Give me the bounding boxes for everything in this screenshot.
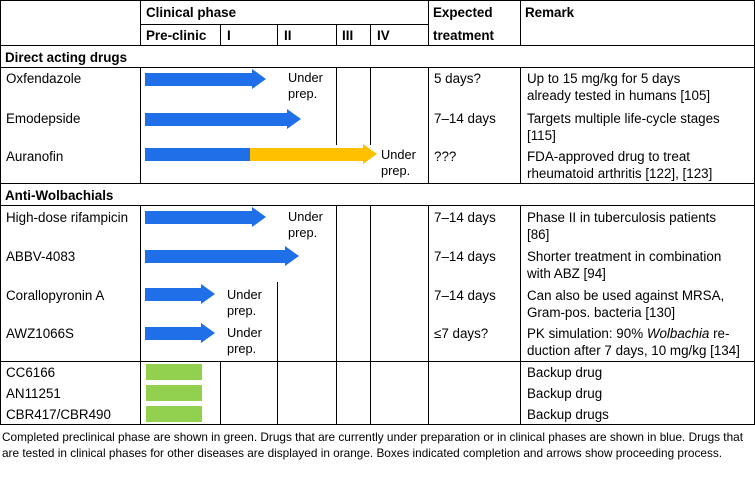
rule-col-expected-direct: [428, 67, 429, 184]
drug-name-an11251: AN11251: [6, 386, 61, 401]
status-corallopyronin-a-1: Under: [227, 287, 262, 302]
rule-col-expected-wolbachia: [428, 205, 429, 425]
header-expected: Expected: [433, 5, 493, 20]
remark-auranofin-2: rheumatoid arthritis [122], [123]: [527, 166, 713, 181]
rule-phase-1-header: [220, 24, 221, 46]
remark-awz1066s-post: re-: [709, 326, 730, 341]
drug-name-emodepside: Emodepside: [6, 111, 81, 126]
remark-emodepside-1: Targets multiple life-cycle stages: [527, 111, 720, 126]
treatment-oxfendazole: 5 days?: [434, 71, 481, 86]
remark-abbv-4083-1: Shorter treatment in combination: [527, 249, 722, 264]
table-footnote: Completed preclinical phase are shown in…: [2, 430, 743, 460]
rule-section-direct: [0, 67, 755, 68]
remark-awz1066s-pre: PK simulation: 90%: [527, 326, 647, 341]
rule-phase-4-wolbachia: [370, 205, 371, 425]
rule-phase-4-header: [370, 24, 371, 46]
status-rifampicin-1: Under: [288, 209, 323, 224]
header-phase-3: III: [342, 28, 354, 43]
rule-col-phase-direct: [140, 67, 141, 184]
header-phase-1: I: [227, 28, 231, 43]
rule-phase-header: [140, 24, 428, 25]
rule-col-remark-direct: [520, 67, 521, 184]
progress-arrow-auranofin: [145, 144, 377, 165]
remark-an11251: Backup drug: [527, 386, 603, 401]
treatment-rifampicin: 7–14 days: [434, 210, 496, 225]
remark-cbr417-cbr490: Backup drugs: [527, 407, 609, 422]
header-treatment: treatment: [433, 28, 495, 43]
completed-box-an11251: [146, 385, 202, 401]
drug-name-auranofin: Auranofin: [6, 149, 64, 164]
rule-left: [0, 0, 1, 425]
drug-name-oxfendazole: Oxfendazole: [6, 71, 82, 86]
progress-arrow-abbv-4083: [145, 246, 299, 267]
drug-name-corallopyronin-a: Corallopyronin A: [6, 288, 105, 303]
remark-emodepside-2: [115]: [527, 128, 556, 143]
status-oxfendazole-2: prep.: [288, 86, 318, 101]
treatment-emodepside: 7–14 days: [434, 111, 496, 126]
header-remark: Remark: [525, 5, 575, 20]
progress-arrow-corallopyronin-a: [145, 284, 215, 305]
rule-col-expected-header: [428, 0, 429, 46]
rule-col-phase-wolbachia: [140, 205, 141, 425]
progress-arrow-emodepside: [145, 109, 301, 130]
header-phase-2: II: [284, 28, 292, 43]
rule-phase-1-backup: [220, 361, 221, 425]
remark-oxfendazole-2: already tested in humans [105]: [527, 88, 711, 103]
remark-abbv-4083-2: with ABZ [94]: [527, 266, 606, 281]
header-preclinic: Pre-clinic: [146, 28, 207, 43]
rule-col-phase-header: [140, 0, 141, 46]
remark-corallopyronin-a-2: Gram-pos. bacteria [130]: [527, 305, 676, 320]
drug-name-rifampicin: High-dose rifampicin: [6, 210, 129, 225]
remark-oxfendazole-1: Up to 15 mg/kg for 5 days: [527, 71, 681, 86]
status-corallopyronin-a-2: prep.: [227, 303, 257, 318]
remark-rifampicin-2: [86]: [527, 227, 550, 242]
remark-awz1066s-wolbachia: Wolbachia: [646, 326, 710, 341]
rule-phase-3-header: [336, 24, 337, 46]
drug-name-cc6166: CC6166: [6, 365, 56, 380]
rule-col-remark-wolbachia: [520, 205, 521, 425]
treatment-auranofin: ???: [434, 149, 457, 164]
header-clinical-phase: Clinical phase: [146, 5, 237, 20]
rule-phase-2-lower: [277, 282, 278, 425]
section-anti-wolbachials: Anti-Wolbachials: [5, 188, 114, 203]
remark-cc6166: Backup drug: [527, 365, 603, 380]
rule-phase-2-header: [277, 24, 278, 46]
rule-phase-3-wolbachia: [336, 205, 337, 425]
remark-rifampicin-1: Phase II in tuberculosis patients: [527, 210, 717, 225]
section-direct-acting: Direct acting drugs: [5, 50, 128, 65]
status-rifampicin-2: prep.: [288, 225, 318, 240]
remark-awz1066s-1: PK simulation: 90% Wolbachia re-: [527, 325, 729, 342]
drug-name-cbr417-cbr490: CBR417/CBR490: [6, 407, 111, 422]
drug-development-table: Clinical phase Pre-clinic I II III IV Ex…: [0, 0, 755, 425]
status-awz1066s-1: Under: [227, 325, 262, 340]
progress-arrow-rifampicin: [145, 207, 266, 228]
progress-arrow-oxfendazole: [145, 69, 266, 90]
rule-section-wolbachia-bottom: [0, 205, 755, 206]
status-auranofin-2: prep.: [381, 163, 411, 178]
rule-col-remark-header: [520, 0, 521, 46]
drug-name-abbv-4083: ABBV-4083: [6, 249, 76, 264]
drug-name-awz1066s: AWZ1066S: [6, 326, 74, 341]
remark-auranofin-1: FDA-approved drug to treat: [527, 149, 691, 164]
header-phase-4: IV: [377, 28, 390, 43]
completed-box-cbr417-cbr490: [146, 406, 202, 422]
rule-top: [0, 0, 755, 1]
rule-bottom: [0, 424, 755, 425]
treatment-abbv-4083: 7–14 days: [434, 249, 496, 264]
rule-phase-4-direct: [370, 67, 371, 145]
remark-corallopyronin-a-1: Can also be used against MRSA,: [527, 288, 725, 303]
status-awz1066s-2: prep.: [227, 341, 257, 356]
treatment-corallopyronin-a: 7–14 days: [434, 288, 496, 303]
remark-awz1066s-2: duction after 7 days, 10 mg/kg [134]: [527, 343, 740, 358]
rule-section-wolbachia-top: [0, 183, 755, 184]
rule-phase-3-direct: [336, 67, 337, 145]
status-oxfendazole-1: Under: [288, 70, 323, 85]
progress-arrow-awz1066s: [145, 323, 215, 344]
status-auranofin-1: Under: [381, 147, 416, 162]
rule-backup-top: [0, 361, 755, 362]
completed-box-cc6166: [146, 364, 202, 380]
treatment-awz1066s: ≤7 days?: [434, 326, 489, 341]
rule-header-bottom: [0, 45, 755, 46]
